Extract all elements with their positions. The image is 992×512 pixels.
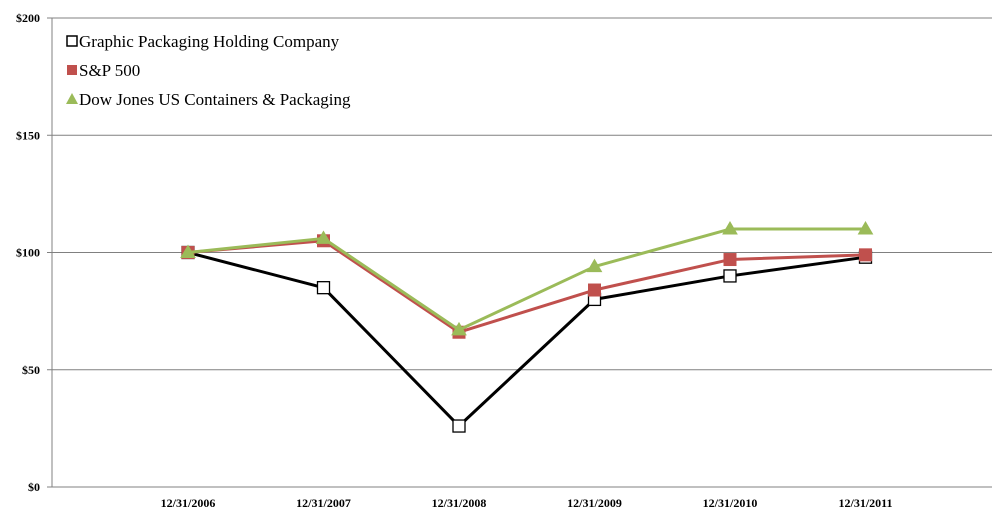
- x-tick-label: 12/31/2006: [161, 496, 216, 510]
- x-tick-labels: 12/31/2006 12/31/2007 12/31/2008 12/31/2009…: [161, 496, 893, 510]
- data-point: [316, 281, 331, 295]
- legend-item: S&P 500: [67, 61, 140, 80]
- series-0: [181, 245, 873, 433]
- legend-item: Graphic Packaging Holding Company: [66, 32, 340, 51]
- legend-label: Dow Jones US Containers & Packaging: [79, 90, 351, 109]
- series-line: [187, 227, 866, 332]
- x-tick-label: 12/31/2007: [296, 496, 351, 510]
- x-tick-label: 12/31/2009: [567, 496, 622, 510]
- data-point: [859, 248, 872, 262]
- data-point: [452, 419, 466, 433]
- data-point: [588, 283, 601, 297]
- legend-swatch: [66, 35, 78, 47]
- x-tick-label: 12/31/2010: [703, 496, 758, 510]
- y-tick-label: $150: [16, 128, 40, 142]
- data-point: [723, 269, 737, 283]
- series-lines: [180, 221, 874, 433]
- y-tick-label: $100: [16, 246, 40, 260]
- gridlines: [52, 17, 992, 371]
- series-2: [180, 221, 874, 336]
- y-tick-label: $0: [28, 480, 40, 494]
- data-point: [723, 253, 737, 267]
- data-point: [857, 221, 874, 235]
- legend: Graphic Packaging Holding Company S&P 500…: [66, 32, 351, 109]
- legend-item: Dow Jones US Containers & Packaging: [66, 90, 351, 109]
- y-tick-labels: $0 $50 $100 $150 $200: [16, 11, 52, 494]
- legend-swatch: [66, 93, 78, 104]
- x-tick-label: 12/31/2008: [432, 496, 487, 510]
- series-line: [187, 239, 866, 334]
- x-tick-label: 12/31/2011: [838, 496, 892, 510]
- y-tick-label: $50: [22, 363, 40, 377]
- data-point: [315, 230, 332, 244]
- legend-label: Graphic Packaging Holding Company: [79, 32, 340, 51]
- data-point: [180, 244, 196, 258]
- y-tick-label: $200: [16, 11, 40, 25]
- series-1: [181, 234, 872, 339]
- data-point: [586, 258, 603, 273]
- legend-label: S&P 500: [79, 61, 140, 80]
- series-line: [187, 251, 866, 428]
- legend-swatch: [67, 65, 77, 75]
- data-point: [722, 221, 738, 235]
- data-point: [451, 321, 467, 336]
